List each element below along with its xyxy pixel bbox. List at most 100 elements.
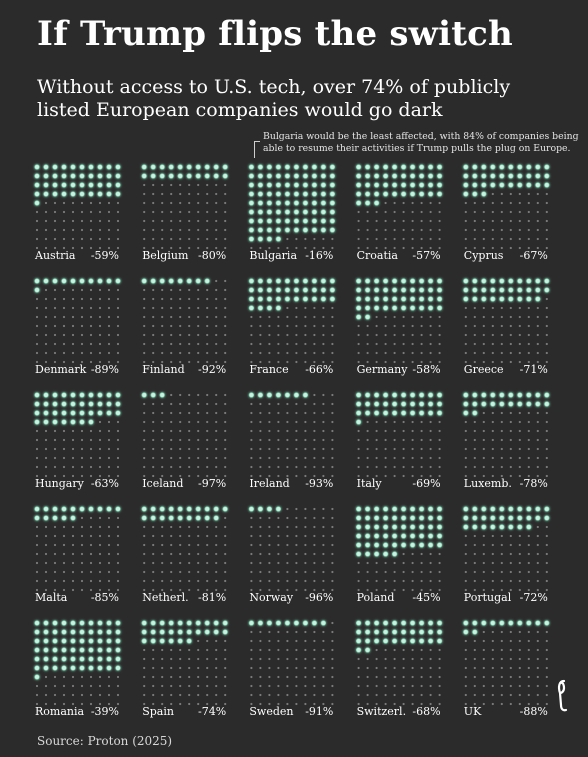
dark-dot <box>536 474 539 478</box>
lit-dot <box>508 506 514 512</box>
dark-dot <box>259 411 262 415</box>
dark-dot <box>161 246 164 250</box>
lit-dot <box>34 674 40 680</box>
dark-dot <box>161 192 164 196</box>
dark-dot <box>179 588 182 592</box>
dark-dot <box>500 579 503 583</box>
dark-dot <box>259 438 262 442</box>
lit-dot <box>284 218 291 224</box>
dark-dot <box>277 666 280 670</box>
lit-dot <box>302 620 309 626</box>
lit-dot <box>52 665 58 671</box>
dark-dot <box>313 420 316 424</box>
lit-dot <box>257 164 264 170</box>
dark-dot <box>116 465 120 469</box>
dark-dot <box>268 342 271 346</box>
lit-dot <box>302 164 309 170</box>
lit-dot <box>195 629 201 635</box>
dark-dot <box>53 306 57 310</box>
lit-dot <box>383 401 389 407</box>
lit-dot <box>508 401 514 407</box>
dark-dot <box>206 474 209 478</box>
dark-dot <box>161 333 164 337</box>
lit-dot <box>266 296 273 302</box>
dark-dot <box>224 420 227 424</box>
lit-dot <box>544 515 550 521</box>
lit-dot <box>383 305 389 311</box>
lit-dot <box>106 392 112 398</box>
dark-dot <box>286 693 289 697</box>
dark-dot <box>402 657 405 661</box>
dark-dot <box>322 420 325 424</box>
lit-dot <box>356 164 362 170</box>
dark-dot <box>107 525 111 529</box>
lit-dot <box>275 182 282 188</box>
lit-dot <box>177 638 183 644</box>
value-label: -66% <box>305 363 333 376</box>
lit-dot <box>517 524 523 530</box>
dark-dot <box>509 684 512 688</box>
dark-dot <box>143 246 146 250</box>
dark-dot <box>402 420 405 424</box>
dark-dot <box>206 588 209 592</box>
dark-dot <box>206 657 209 661</box>
dark-dot <box>545 360 548 364</box>
dark-dot <box>170 210 173 214</box>
dark-dot <box>536 579 539 583</box>
chart-title: If Trump flips the switch <box>37 14 513 54</box>
dark-dot <box>527 447 530 451</box>
value-label: -58% <box>412 363 440 376</box>
dark-dot <box>179 237 182 241</box>
dark-dot <box>393 219 396 223</box>
lit-dot <box>437 287 443 293</box>
dark-dot <box>322 360 325 364</box>
dark-dot <box>197 201 200 205</box>
value-label: -89% <box>91 363 119 376</box>
dark-dot <box>152 570 155 574</box>
country-label: Denmark <box>35 363 87 376</box>
lit-dot <box>97 629 103 635</box>
dark-dot <box>518 219 521 223</box>
dark-dot <box>375 588 378 592</box>
dark-dot <box>482 588 485 592</box>
dark-dot <box>188 648 191 652</box>
dark-dot <box>500 420 503 424</box>
dark-dot <box>527 420 530 424</box>
dark-dot <box>322 525 325 529</box>
dark-dot <box>536 693 539 697</box>
dark-dot <box>206 183 209 187</box>
dark-dot <box>116 456 120 460</box>
lit-dot <box>365 524 371 530</box>
lit-dot <box>517 164 523 170</box>
dark-dot <box>366 447 369 451</box>
dark-dot <box>224 288 227 292</box>
lit-dot <box>499 287 505 293</box>
dark-dot <box>188 438 191 442</box>
dark-dot <box>277 447 280 451</box>
dark-dot <box>518 192 521 196</box>
dark-dot <box>536 411 539 415</box>
dark-dot <box>313 543 316 547</box>
lit-dot <box>159 620 165 626</box>
dark-dot <box>500 228 503 232</box>
dark-dot <box>44 561 48 565</box>
dark-dot <box>62 210 66 214</box>
dark-dot <box>250 411 253 415</box>
dark-dot <box>116 306 120 310</box>
lit-dot <box>257 506 264 512</box>
dark-dot <box>206 465 209 469</box>
dark-dot <box>179 657 182 661</box>
dark-dot <box>215 648 218 652</box>
dark-dot <box>206 429 209 433</box>
dark-dot <box>170 588 173 592</box>
dark-dot <box>420 693 423 697</box>
dark-dot <box>420 456 423 460</box>
lit-dot <box>248 164 254 170</box>
dark-dot <box>259 429 262 433</box>
dark-dot <box>152 201 155 205</box>
dark-dot <box>331 588 334 592</box>
lit-dot <box>52 638 58 644</box>
dark-dot <box>80 306 84 310</box>
dark-dot <box>420 675 423 679</box>
lit-dot <box>544 506 550 512</box>
